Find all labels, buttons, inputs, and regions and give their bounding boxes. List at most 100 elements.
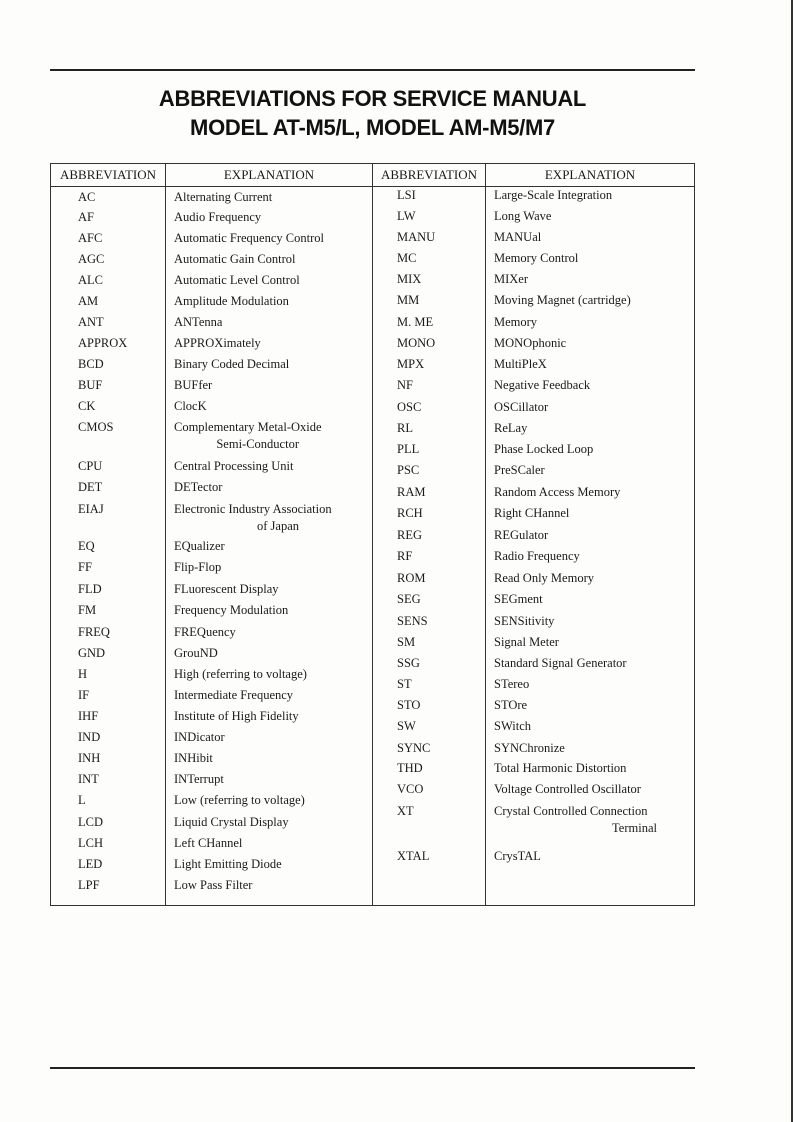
abbreviation-cell: PLL [397,442,420,456]
explanation-cell: Large-Scale Integration [494,188,613,202]
explanation-continuation: Semi-Conductor [216,437,299,451]
explanation-cell: GrouND [174,646,218,660]
abbreviation-cell: PSC [397,463,420,477]
explanation-cell: Right CHannel [494,506,570,520]
explanation-cell: Amplitude Modulation [174,294,289,308]
explanation-cell: ReLay [494,421,528,435]
explanation-cell: Moving Magnet (cartridge) [494,293,631,307]
abbreviation-cell: AM [78,294,99,308]
header-explanation-right: EXPLANATION [544,167,636,182]
abbreviation-cell: THD [397,761,423,775]
explanation-continuation: Terminal [612,821,657,835]
title-line-2: MODEL AT-M5/L, MODEL AM-M5/M7 [190,115,555,140]
explanation-cell: Phase Locked Loop [494,442,594,456]
abbreviation-cell: INH [78,751,101,765]
explanation-cell: Voltage Controlled Oscillator [494,782,641,796]
abbreviation-cell: MONO [397,336,436,350]
abbreviation-cell: BUF [78,378,103,392]
abbreviation-cell: LCH [78,836,103,850]
abbreviation-cell: LCD [78,815,103,829]
explanation-cell: MANUal [494,230,542,244]
explanation-cell: Radio Frequency [494,549,580,563]
explanation-cell: PreSCaler [494,463,545,477]
explanation-cell: EQualizer [174,539,225,553]
explanation-cell: Light Emitting Diode [174,857,282,871]
abbreviation-cell: RL [397,421,413,435]
abbreviation-cell: BCD [78,357,104,371]
abbreviation-cell: IF [78,688,90,702]
abbreviation-cell: H [78,667,88,681]
abbreviation-cell: LSI [397,188,416,202]
abbreviation-cell: SM [397,635,416,649]
abbreviation-cell: AFC [78,231,103,245]
abbreviation-cell: FLD [78,582,102,596]
abbreviation-cell: SEG [397,592,421,606]
explanation-cell: Institute of High Fidelity [174,709,299,723]
explanation-cell: INDicator [174,730,225,744]
abbreviation-cell: SSG [397,656,420,670]
abbreviation-cell: FM [78,603,97,617]
explanation-cell: Electronic Industry Association [174,502,332,516]
abbreviation-cell: XTAL [397,849,430,863]
bottom-rule [50,1067,695,1069]
abbreviation-cell: LPF [78,878,100,892]
abbreviation-cell: ANT [78,315,104,329]
abbreviation-table: ABBREVIATION EXPLANATION ABBREVIATION EX… [50,163,695,906]
abbreviation-cell: DET [78,480,103,494]
explanation-cell: Automatic Frequency Control [174,231,324,245]
abbreviation-cell: VCO [397,782,424,796]
explanation-cell: Memory Control [494,251,579,265]
page-edge [791,0,793,1122]
explanation-cell: STereo [494,677,530,691]
explanation-cell: DETector [174,480,223,494]
abbreviation-cell: CPU [78,459,103,473]
explanation-cell: Frequency Modulation [174,603,289,617]
explanation-cell: Signal Meter [494,635,559,649]
explanation-cell: SYNChronize [494,741,565,755]
abbreviation-cell: MANU [397,230,436,244]
explanation-cell: Liquid Crystal Display [174,815,289,829]
abbreviation-cell: IND [78,730,101,744]
abbreviation-cell: AF [78,210,94,224]
explanation-cell: Memory [494,315,538,329]
explanation-cell: REGulator [494,528,549,542]
explanation-cell: STOre [494,698,528,712]
explanation-cell: Central Processing Unit [174,459,294,473]
abbreviation-cell: M. ME [397,315,434,329]
header-explanation-left: EXPLANATION [223,167,315,182]
abbreviation-cell: FREQ [78,625,110,639]
abbreviation-cell: LED [78,857,103,871]
explanation-cell: MultiPleX [494,357,547,371]
explanation-cell: Total Harmonic Distortion [494,761,627,775]
abbreviation-cell: RCH [397,506,423,520]
abbreviation-cell: SYNC [397,741,431,755]
abbreviation-cell: GND [78,646,106,660]
explanation-cell: Long Wave [494,209,552,223]
abbreviation-cell: AGC [78,252,105,266]
column-divider [485,164,486,905]
explanation-cell: Audio Frequency [174,210,262,224]
title-line-1: ABBREVIATIONS FOR SERVICE MANUAL [158,86,587,111]
explanation-cell: Left CHannel [174,836,243,850]
abbreviation-cell: LW [397,209,416,223]
explanation-cell: Low (referring to voltage) [174,793,305,807]
explanation-cell: Automatic Level Control [174,273,300,287]
abbreviation-cell: XT [397,804,414,818]
abbreviation-cell: ST [397,677,412,691]
abbreviation-cell: SW [397,719,416,733]
abbreviation-cell: EIAJ [78,502,104,516]
abbreviation-cell: INT [78,772,99,786]
explanation-cell: MONOphonic [494,336,567,350]
explanation-cell: CrysTAL [494,849,541,863]
explanation-cell: ANTenna [174,315,223,329]
explanation-cell: Negative Feedback [494,378,591,392]
explanation-cell: FREQuency [174,625,236,639]
abbreviation-cell: MPX [397,357,425,371]
abbreviation-cell: L [78,793,86,807]
abbreviation-cell: STO [397,698,421,712]
abbreviation-cell: MIX [397,272,422,286]
explanation-cell: APPROXimately [174,336,261,350]
abbreviation-cell: OSC [397,400,422,414]
explanation-cell: ClocK [174,399,207,413]
explanation-cell: Alternating Current [174,190,273,204]
